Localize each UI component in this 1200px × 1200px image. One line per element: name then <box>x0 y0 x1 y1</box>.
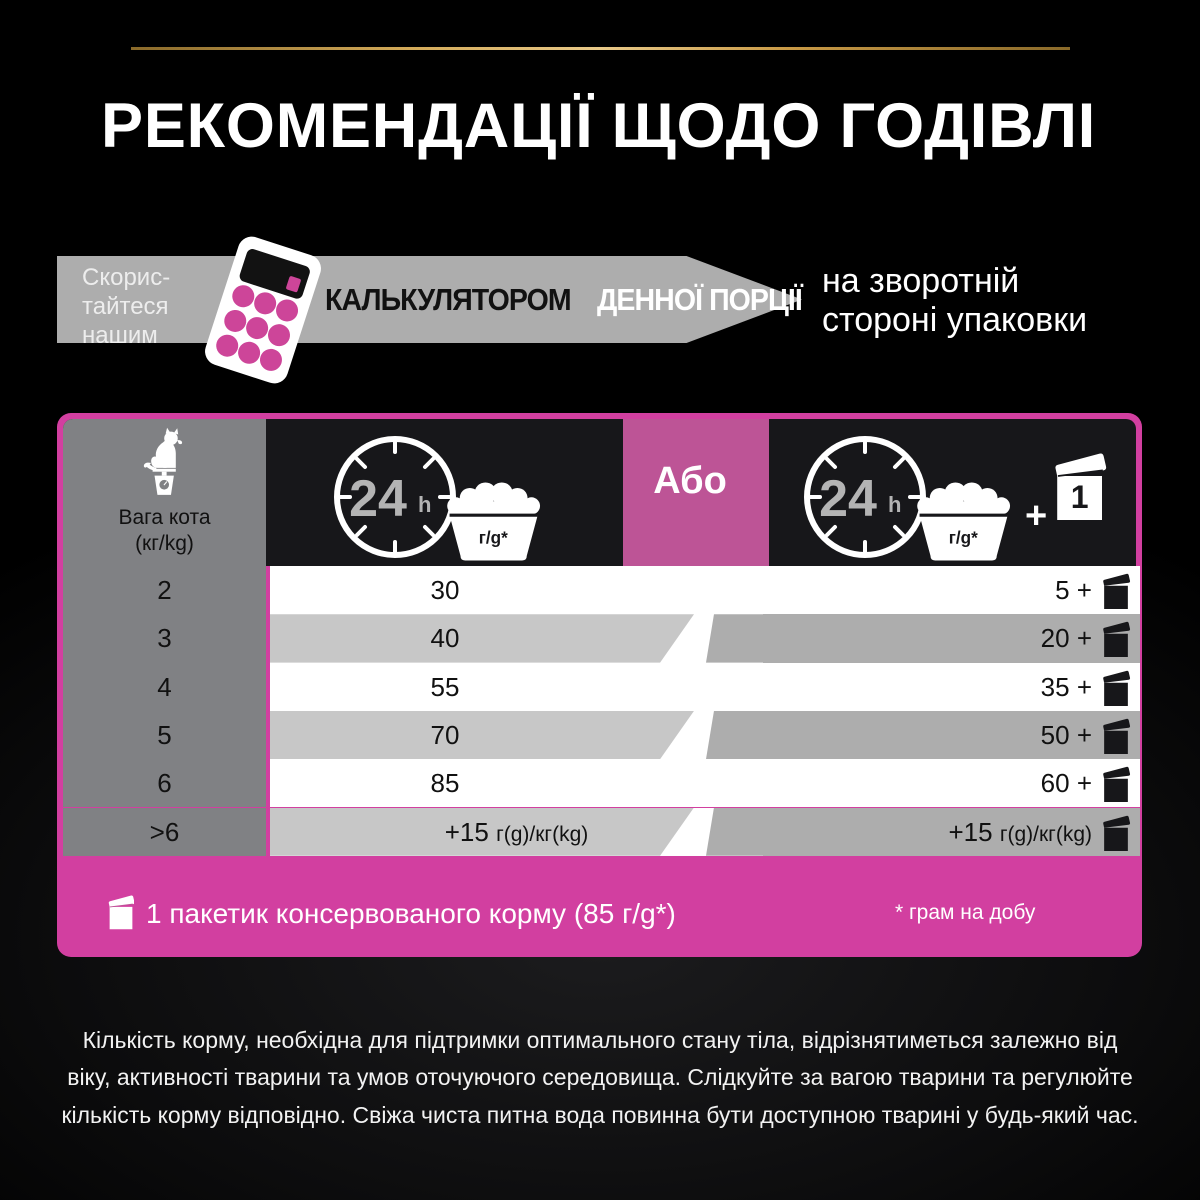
svg-text:24: 24 <box>349 470 407 528</box>
svg-text:г/g*: г/g* <box>479 527 508 547</box>
svg-text:24: 24 <box>819 470 877 528</box>
svg-text:h: h <box>888 492 901 517</box>
svg-text:1: 1 <box>1071 479 1089 515</box>
svg-text:г/g*: г/g* <box>949 527 978 547</box>
svg-text:+: + <box>1025 495 1047 537</box>
svg-text:h: h <box>418 492 431 517</box>
